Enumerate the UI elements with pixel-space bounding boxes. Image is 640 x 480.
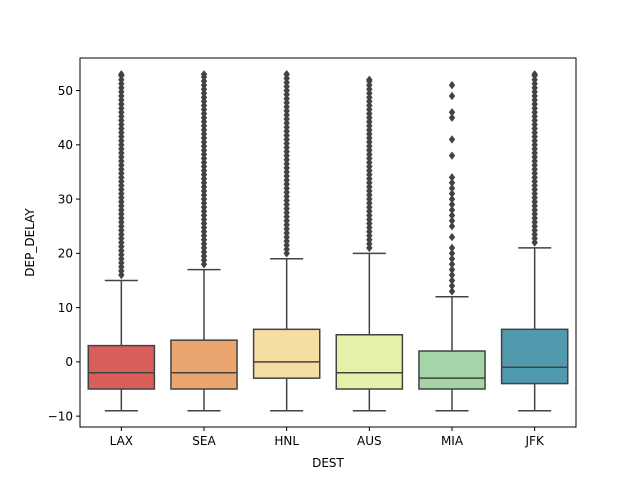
outlier-point (283, 70, 290, 79)
box-lax (87, 70, 156, 412)
outlier-point (366, 75, 373, 84)
outlier-point (448, 265, 456, 274)
plot-area (87, 70, 569, 412)
outlier-point (200, 70, 208, 79)
iqr-box (500, 328, 569, 385)
outlier-point (448, 151, 456, 160)
outlier-point (448, 270, 456, 280)
box-aus (335, 75, 404, 412)
outlier-point (448, 91, 456, 101)
outlier-point (448, 173, 456, 182)
outlier-point (118, 70, 125, 79)
outlier-point (448, 276, 456, 285)
outlier-point (448, 113, 456, 122)
box-sea (170, 70, 238, 412)
iqr-box (252, 328, 321, 379)
outlier-point (448, 194, 456, 204)
outlier-point (448, 211, 456, 220)
y-tick-label: −10 (48, 409, 73, 423)
iqr-box (87, 344, 156, 390)
outlier-point (448, 216, 456, 225)
x-tick-label: SEA (192, 434, 216, 448)
outlier-point (448, 189, 456, 198)
outlier-point (448, 178, 456, 188)
y-tick-label: 40 (58, 138, 73, 152)
y-tick-label: 50 (58, 84, 73, 98)
iqr-box (418, 350, 486, 390)
outlier-point (448, 205, 456, 215)
y-tick-label: 30 (58, 192, 73, 206)
x-axis-title: DEST (312, 456, 344, 470)
axes-frame (79, 57, 577, 428)
outlier-point (448, 135, 456, 144)
outlier-point (448, 249, 456, 258)
outlier-point (448, 243, 456, 253)
outlier-point (448, 254, 456, 263)
box-jfk (500, 70, 569, 412)
outlier-point (448, 108, 456, 117)
x-tick-label: JFK (525, 434, 545, 448)
x-axis: LAX SEA HNL AUS MIA JFK (110, 427, 545, 448)
y-tick-label: 0 (65, 355, 73, 369)
y-tick-label: 20 (58, 247, 73, 261)
y-tick-label: 10 (58, 301, 73, 315)
outlier-point (448, 80, 456, 90)
outlier-point (531, 70, 538, 79)
y-axis-title: DEP_DELAY (23, 208, 37, 277)
outlier-point (448, 281, 456, 291)
iqr-box (335, 334, 404, 390)
outlier-point (448, 222, 456, 231)
outlier-point (448, 287, 456, 296)
outlier-point (448, 232, 456, 242)
box-mia (418, 80, 486, 412)
x-tick-label: HNL (274, 434, 299, 448)
y-axis: −10 0 10 20 30 40 50 (48, 84, 80, 423)
outlier-point (448, 200, 456, 209)
box-hnl (252, 70, 321, 412)
x-tick-label: LAX (110, 434, 133, 448)
x-tick-label: MIA (441, 434, 464, 448)
x-tick-label: AUS (357, 434, 382, 448)
outlier-point (448, 184, 456, 193)
outlier-point (448, 260, 456, 269)
iqr-box (170, 339, 238, 390)
